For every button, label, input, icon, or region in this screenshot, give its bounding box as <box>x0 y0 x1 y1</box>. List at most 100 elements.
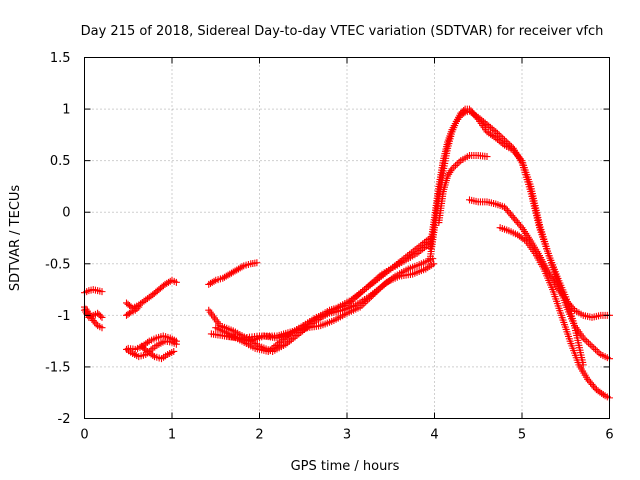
data-point <box>92 320 100 328</box>
data-point <box>499 140 507 148</box>
data-point <box>506 210 514 218</box>
data-point <box>98 324 106 332</box>
x-axis-label: GPS time / hours <box>291 459 400 474</box>
data-point <box>131 306 139 314</box>
data-point <box>238 263 246 271</box>
data-point <box>125 309 133 317</box>
x-tick-label: 1 <box>168 428 176 443</box>
series-arc-r <box>496 224 613 402</box>
data-point <box>515 153 523 161</box>
y-tick-label: -1.5 <box>45 360 70 375</box>
data-point <box>509 213 517 221</box>
data-point <box>450 163 458 171</box>
data-point <box>448 165 456 173</box>
data-point <box>485 122 493 130</box>
data-point <box>583 337 591 345</box>
data-point <box>497 138 505 146</box>
x-tick-label: 4 <box>430 428 438 443</box>
data-point <box>515 220 523 228</box>
data-point <box>579 334 587 342</box>
data-point <box>471 112 479 120</box>
data-point <box>505 208 513 216</box>
data-point <box>172 278 180 286</box>
y-tick-label: -1 <box>58 309 71 324</box>
data-point <box>589 382 597 390</box>
data-point <box>593 347 601 355</box>
x-tick-label: 3 <box>343 428 351 443</box>
grid <box>84 57 610 419</box>
y-tick-label: -0.5 <box>45 257 70 272</box>
data-point <box>517 155 525 163</box>
data-point <box>172 337 180 345</box>
data-point <box>492 134 500 142</box>
y-tick-label: -2 <box>58 412 71 427</box>
data-point <box>97 312 105 320</box>
data-point <box>135 303 143 311</box>
data-point <box>590 344 598 352</box>
data-point <box>511 148 519 156</box>
data-point <box>512 217 520 225</box>
data-point <box>492 128 500 136</box>
data-point <box>495 137 503 145</box>
data-point <box>514 219 522 227</box>
axis-ticks: 0 1 2 3 4 5 6 -2 -1.5 -1 -0.5 0 0.5 1 1.5 <box>45 51 614 443</box>
data-point <box>591 384 599 392</box>
data-point <box>98 313 106 321</box>
data-point <box>565 299 573 307</box>
data-point <box>483 121 491 129</box>
data-point <box>494 135 501 143</box>
data-point <box>514 151 522 159</box>
data-point <box>466 105 473 113</box>
data-point <box>588 342 596 350</box>
data-point <box>569 304 577 312</box>
data-point <box>470 110 478 118</box>
data-series <box>81 105 613 402</box>
series-arc-i <box>205 259 261 288</box>
data-point <box>144 338 151 346</box>
data-point <box>512 150 520 158</box>
data-point <box>585 339 592 347</box>
series-arc-p <box>435 151 491 227</box>
series-arc-a <box>81 286 106 297</box>
data-point <box>502 205 510 213</box>
data-point <box>588 380 596 388</box>
data-point <box>521 236 529 244</box>
data-point <box>133 305 141 313</box>
data-point <box>467 107 475 115</box>
data-point <box>364 296 372 304</box>
data-point <box>453 160 461 168</box>
data-point <box>501 203 508 211</box>
data-point <box>599 391 607 399</box>
series-arc-e <box>123 303 143 319</box>
data-point <box>473 114 481 122</box>
series-arc-h <box>137 342 178 363</box>
data-point <box>509 146 517 154</box>
data-point <box>581 336 589 344</box>
y-tick-label: 1 <box>62 103 70 118</box>
data-point <box>585 377 593 385</box>
data-point <box>210 277 218 285</box>
data-point <box>566 301 574 309</box>
data-point <box>586 341 594 349</box>
series-arc-m <box>221 239 434 342</box>
y-tick-label: 0.5 <box>50 154 71 169</box>
data-point <box>430 260 438 268</box>
data-point <box>483 153 491 161</box>
data-point <box>595 349 603 357</box>
y-axis-label: SDTVAR / TECUs <box>8 185 23 292</box>
data-point <box>490 126 498 134</box>
series-arc-o <box>426 105 587 369</box>
data-point <box>508 212 516 220</box>
x-tick-label: 6 <box>605 428 613 443</box>
x-tick-label: 0 <box>80 428 88 443</box>
data-point <box>170 347 178 355</box>
data-point <box>563 298 571 306</box>
data-point <box>149 351 157 359</box>
data-point <box>487 123 494 131</box>
data-point <box>488 125 496 133</box>
series-arc-l <box>212 260 438 355</box>
data-point <box>587 379 595 387</box>
data-point <box>511 215 519 223</box>
y-tick-label: 0 <box>62 206 70 221</box>
